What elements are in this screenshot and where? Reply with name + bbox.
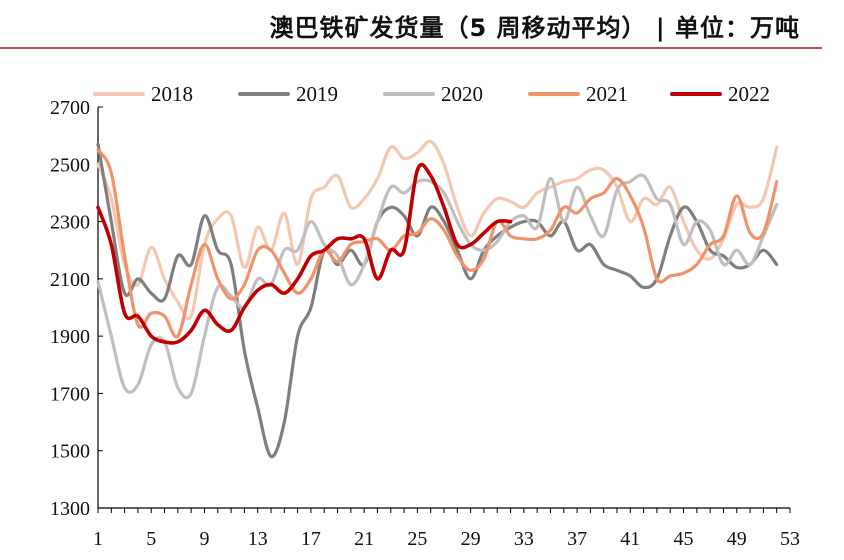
x-tick-label: 33	[514, 528, 534, 550]
y-tick-label: 2100	[50, 269, 90, 291]
series-layer	[96, 139, 779, 459]
legend-label-2020: 2020	[441, 82, 483, 106]
legend-label-2018: 2018	[151, 82, 193, 106]
series-line-2022	[96, 162, 513, 345]
x-tick-label: 53	[780, 528, 800, 550]
x-tick-label: 17	[301, 528, 321, 550]
series-line-2019	[96, 142, 779, 459]
y-tick-label: 1500	[50, 441, 90, 463]
y-tick-label: 1700	[50, 383, 90, 405]
y-tick-label: 2500	[50, 154, 90, 176]
axes: 1300 1500 1700 1900 2100 2300 2500 2700 1 5 9 13 17 2…	[50, 97, 800, 550]
x-tick-label: 21	[354, 528, 374, 550]
x-tick-label: 25	[407, 528, 427, 550]
legend-label-2022: 2022	[728, 82, 770, 106]
series-line-2018	[96, 139, 779, 321]
x-tick-label: 1	[93, 528, 103, 550]
chart-title: 澳巴铁矿发货量（5 周移动平均） | 单位：万吨	[269, 14, 800, 42]
x-tick-label: 5	[146, 528, 156, 550]
series-line-2021	[96, 148, 779, 339]
x-tick-label: 45	[674, 528, 694, 550]
y-tick-label: 2300	[50, 212, 90, 234]
title-rule	[0, 47, 822, 49]
x-tick-label: 29	[461, 528, 481, 550]
y-tick-label: 1900	[50, 326, 90, 348]
y-tick-label: 1300	[50, 498, 90, 520]
legend-label-2021: 2021	[586, 82, 628, 106]
legend-label-2019: 2019	[296, 82, 338, 106]
y-tick-label: 2700	[50, 97, 90, 119]
x-tick-label: 37	[567, 528, 587, 550]
x-tick-label: 9	[199, 528, 209, 550]
x-tick-label: 49	[727, 528, 747, 550]
legend: 2018 2019 2020 2021 2022	[93, 82, 770, 106]
x-tick-label: 41	[620, 528, 640, 550]
x-tick-label: 13	[248, 528, 268, 550]
